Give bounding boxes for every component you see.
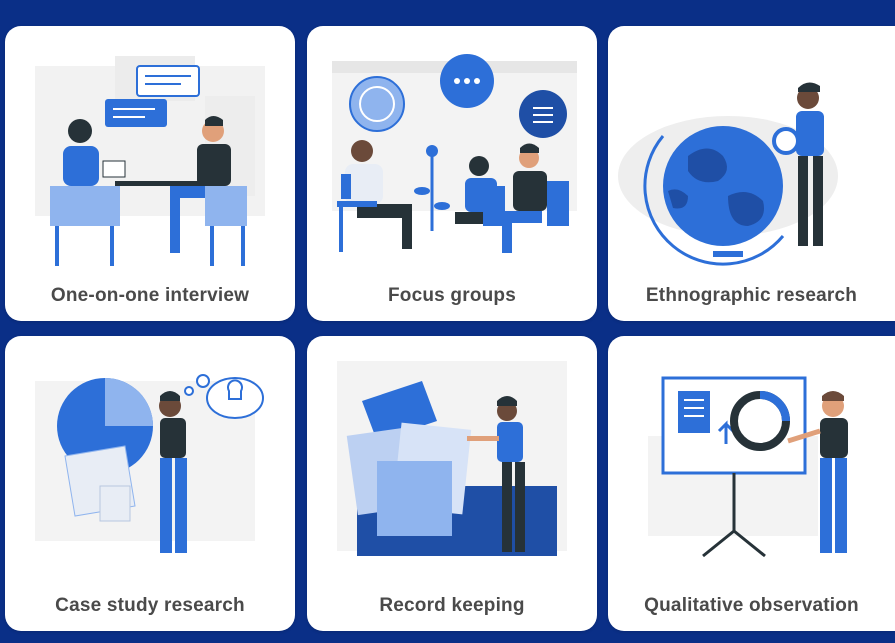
card-case-study-research: Case study research	[5, 336, 295, 631]
document-icon	[678, 391, 710, 433]
card-label: One-on-one interview	[50, 285, 250, 306]
card-ethnographic-research: Ethnographic research	[608, 26, 895, 321]
card-label: Case study research	[55, 595, 245, 616]
card-label: Record keeping	[379, 595, 525, 616]
card-label: Focus groups	[387, 285, 516, 306]
chat-bubble-icon	[105, 65, 200, 127]
chat-bubble-icon	[349, 76, 405, 132]
lightbulb-icon	[227, 379, 243, 400]
card-record-keeping: Record keeping	[307, 336, 597, 631]
card-label: Ethnographic research	[645, 285, 858, 306]
lightbulb-illustration	[35, 374, 264, 553]
interview-illustration	[35, 56, 265, 266]
presentation-illustration	[648, 376, 848, 558]
folder-illustration	[337, 361, 567, 556]
globe-illustration	[618, 82, 838, 266]
card-one-on-one-interview: One-on-one interview	[5, 26, 295, 321]
card-focus-groups: Focus groups	[307, 26, 597, 321]
card-label: Qualitative observation	[644, 595, 859, 616]
focus-group-illustration	[332, 54, 577, 253]
card-qualitative-observation: Qualitative observation	[608, 336, 895, 631]
